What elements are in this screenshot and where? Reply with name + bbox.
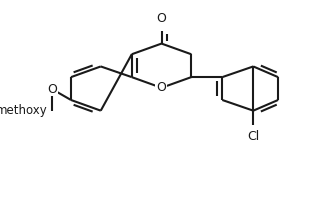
Text: methoxy: methoxy bbox=[0, 104, 47, 117]
Text: O: O bbox=[156, 12, 166, 25]
Text: O: O bbox=[47, 83, 57, 96]
Text: Cl: Cl bbox=[247, 130, 260, 144]
Text: O: O bbox=[156, 81, 166, 94]
